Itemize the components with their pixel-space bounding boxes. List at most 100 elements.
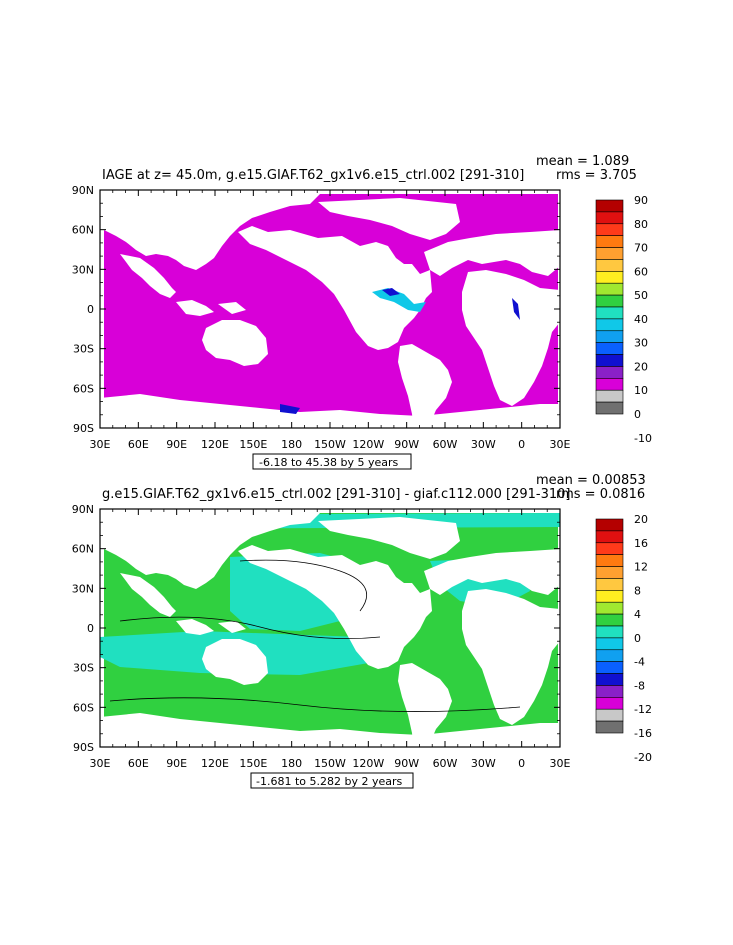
panel-1-pacific-core <box>382 288 400 296</box>
colorbar-swatch <box>595 366 624 379</box>
panel-2-range-label: -1.681 to 5.282 by 2 years <box>256 775 403 788</box>
lon-tick-label: 30E <box>550 757 571 770</box>
panel-1-lat-axis: 90N 60N 30N 0 30S 60S 90S <box>72 184 560 435</box>
colorbar-swatch <box>595 613 624 627</box>
colorbar-swatch <box>595 661 624 674</box>
colorbar-label: 0 <box>634 408 641 421</box>
panel-2-title: g.e15.GIAF.T62_gx1v6.e15_ctrl.002 [291-3… <box>102 487 571 502</box>
lon-tick-label: 90W <box>394 438 419 451</box>
lat-tick-label: 0 <box>87 303 94 316</box>
panel-1-title: IAGE at z= 45.0m, g.e15.GIAF.T62_gx1v6.e… <box>102 168 524 183</box>
panel-2-colorbar: 20 16 12 8 4 0 -4 -8 -12 -16 -20 <box>595 513 652 764</box>
colorbar-swatch <box>595 223 624 236</box>
colorbar-label: 0 <box>634 632 641 645</box>
lon-tick-label: 90E <box>166 438 187 451</box>
lat-tick-label: 90N <box>72 503 94 516</box>
colorbar-swatch <box>595 282 624 296</box>
panel-2-lon-axis: 30E 60E 90E 120E 150E 180 150W 120W 90W 60W 30W 0 30… <box>90 509 571 770</box>
lon-tick-label: 90E <box>166 757 187 770</box>
colorbar-swatch <box>595 306 624 320</box>
panel-1-range-label: -6.18 to 45.38 by 5 years <box>259 456 399 469</box>
colorbar-swatch <box>595 578 624 591</box>
colorbar-label: 4 <box>634 608 641 621</box>
colorbar-swatch <box>595 697 624 710</box>
colorbar-label: 16 <box>634 537 648 550</box>
lat-tick-label: 90S <box>73 741 94 754</box>
colorbar-swatch <box>595 199 624 213</box>
colorbar-label: 20 <box>634 513 648 526</box>
colorbar-swatch <box>595 637 624 651</box>
lon-tick-label: 150W <box>314 438 346 451</box>
colorbar-swatch <box>595 554 624 567</box>
colorbar-swatch <box>595 590 624 603</box>
colorbar-swatch <box>595 685 624 698</box>
lon-tick-label: 180 <box>281 757 302 770</box>
colorbar-swatch <box>595 673 624 686</box>
colorbar-label: -12 <box>634 703 652 716</box>
colorbar-swatch <box>595 330 624 343</box>
lat-tick-label: 30N <box>72 263 94 276</box>
lon-tick-label: 120E <box>201 438 229 451</box>
lon-tick-label: 0 <box>518 757 525 770</box>
panel-2-map <box>99 505 561 763</box>
colorbar-label: -4 <box>634 656 645 669</box>
panel-2-rms: rms = 0.0816 <box>556 487 645 502</box>
colorbar-swatch <box>595 601 624 615</box>
colorbar-swatch <box>595 342 624 355</box>
lat-tick-label: 60S <box>73 701 94 714</box>
panel-1-southern-feature <box>280 404 300 414</box>
lat-tick-label: 30S <box>73 662 94 675</box>
colorbar-label: 10 <box>634 384 648 397</box>
lon-tick-label: 30W <box>471 438 496 451</box>
lon-tick-label: 150W <box>314 757 346 770</box>
colorbar-label: -20 <box>634 751 652 764</box>
lon-tick-label: 30W <box>471 757 496 770</box>
lon-tick-label: 60W <box>433 438 458 451</box>
panel-1-rms: rms = 3.705 <box>556 168 637 183</box>
lat-tick-label: 90S <box>73 422 94 435</box>
colorbar-swatch <box>595 259 624 272</box>
colorbar-label: -10 <box>634 432 652 445</box>
lon-tick-label: 120E <box>201 757 229 770</box>
colorbar-label: -16 <box>634 727 652 740</box>
lat-tick-label: 30S <box>73 343 94 356</box>
colorbar-swatch <box>595 625 624 639</box>
lon-tick-label: 150E <box>239 438 267 451</box>
panel-2: g.e15.GIAF.T62_gx1v6.e15_ctrl.002 [291-3… <box>72 473 652 789</box>
lon-tick-label: 30E <box>90 438 111 451</box>
lat-tick-label: 60N <box>72 224 94 237</box>
colorbar-swatch <box>595 318 624 332</box>
lon-tick-label: 30E <box>550 438 571 451</box>
lon-tick-label: 120W <box>352 757 384 770</box>
panel-1-map <box>99 186 561 444</box>
colorbar-label: 30 <box>634 337 648 350</box>
panel-2-mean: mean = 0.00853 <box>536 473 646 488</box>
colorbar-swatch <box>595 271 624 284</box>
lon-tick-label: 180 <box>281 438 302 451</box>
panel-1-mean: mean = 1.089 <box>536 154 629 169</box>
lon-tick-label: 90W <box>394 757 419 770</box>
panel-1-range-box <box>252 453 412 470</box>
panel-2-range-box <box>250 772 414 789</box>
colorbar-label: 20 <box>634 360 648 373</box>
colorbar-label: -8 <box>634 679 645 692</box>
lon-tick-label: 0 <box>518 438 525 451</box>
colorbar-swatch <box>595 530 624 544</box>
colorbar-label: 60 <box>634 265 648 278</box>
colorbar-swatch <box>595 235 624 248</box>
colorbar-swatch <box>595 247 624 260</box>
lat-tick-label: 60S <box>73 382 94 395</box>
lon-tick-label: 30E <box>90 757 111 770</box>
colorbar-swatch <box>595 401 624 415</box>
panel-2-contour-2 <box>109 697 521 712</box>
lat-tick-label: 90N <box>72 184 94 197</box>
panel-1: IAGE at z= 45.0m, g.e15.GIAF.T62_gx1v6.e… <box>72 154 652 470</box>
colorbar-label: 70 <box>634 242 648 255</box>
lon-tick-label: 60E <box>128 757 149 770</box>
colorbar-swatch <box>595 389 624 403</box>
panel-1-atlantic-feature <box>512 298 520 320</box>
colorbar-label: 8 <box>634 584 641 597</box>
panel-2-contour-1 <box>119 616 381 640</box>
colorbar-swatch <box>595 720 624 734</box>
colorbar-label: 80 <box>634 218 648 231</box>
